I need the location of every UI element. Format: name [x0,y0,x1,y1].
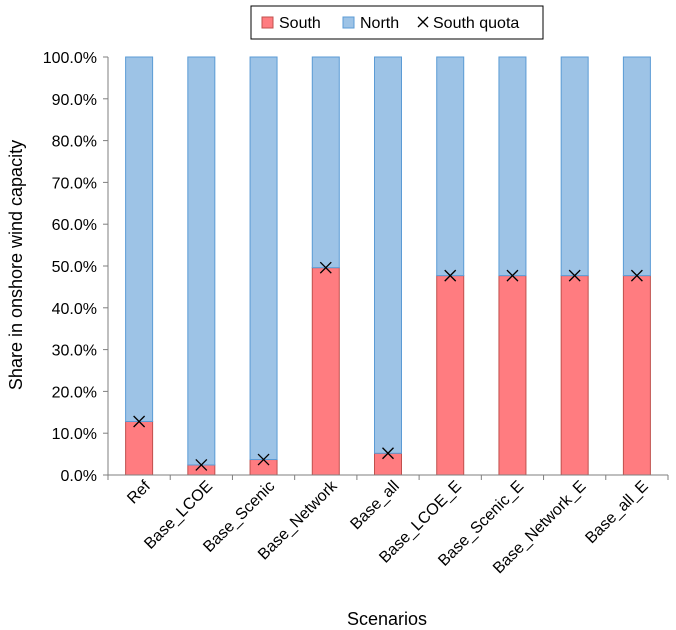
bar-south-ref [125,420,154,476]
bar-north-base-all-e [622,56,651,277]
x-tick-label-base-all-e: Base_all_E [582,478,651,547]
x-tick-label-ref: Ref [124,477,154,507]
marker-south-quota-base-lcoe-e [444,269,457,282]
marker-south-quota-base-network [319,261,332,274]
x-axis-title: Scenarios [347,609,427,629]
y-axis: 0.0% 10.0% 20.0% 30.0% 40.0% 50.0% 60.0% 70.0% 8… [43,50,109,485]
marker-south-quota-base-scenic [257,453,270,466]
bar-north-base-scenic [249,56,278,461]
x-tick-label-base-all: Base_all [347,478,402,533]
marker-south-quota-base-lcoe [195,459,208,471]
bar-north-base-lcoe [187,56,216,466]
marker-south-quota-base-scenic-e [506,269,519,282]
bar-south-base-lcoe-e [436,275,465,476]
legend-label-north: North [360,15,399,32]
y-tick-label: 40.0% [52,301,97,318]
marker-south-quota-base-all-e [630,269,643,282]
y-axis-title: Share in onshore wind capacity [6,140,26,390]
bar-south-base-network-e [560,275,589,476]
legend-swatch-south [261,16,274,29]
legend-swatch-north [342,16,355,29]
y-tick-label: 20.0% [52,384,97,401]
legend-marker-south-quota [417,16,429,28]
y-tick-label: 70.0% [52,175,97,192]
plot-area [125,56,651,476]
legend-label-south: South [279,15,321,32]
bar-north-base-network [311,56,340,269]
bar-north-base-all [374,56,402,454]
y-tick-label: 60.0% [52,217,97,234]
bar-south-base-scenic [249,459,278,476]
bar-north-base-scenic-e [498,56,527,277]
y-tick-label: 10.0% [52,426,97,443]
y-tick-label: 100.0% [43,50,97,67]
bar-south-base-scenic-e [498,275,527,476]
y-tick-label: 0.0% [61,468,97,485]
bar-south-base-lcoe [187,464,216,476]
bar-north-base-lcoe-e [436,56,465,277]
bar-south-base-all [374,452,402,476]
y-tick-label: 50.0% [52,259,97,276]
marker-south-quota-base-network-e [568,269,581,282]
y-tick-label: 80.0% [52,134,97,151]
marker-south-quota-ref [133,415,146,428]
legend-box [250,5,544,40]
y-tick-label: 90.0% [52,92,97,109]
bar-south-base-network [311,267,340,476]
legend: South North South quota [250,5,544,40]
y-tick-label: 30.0% [52,343,97,360]
legend-label-south-quota: South quota [433,15,519,32]
marker-south-quota-base-all [382,447,394,460]
bar-north-ref [125,56,154,422]
bar-south-base-all-e [622,275,651,476]
bar-north-base-network-e [560,56,589,277]
